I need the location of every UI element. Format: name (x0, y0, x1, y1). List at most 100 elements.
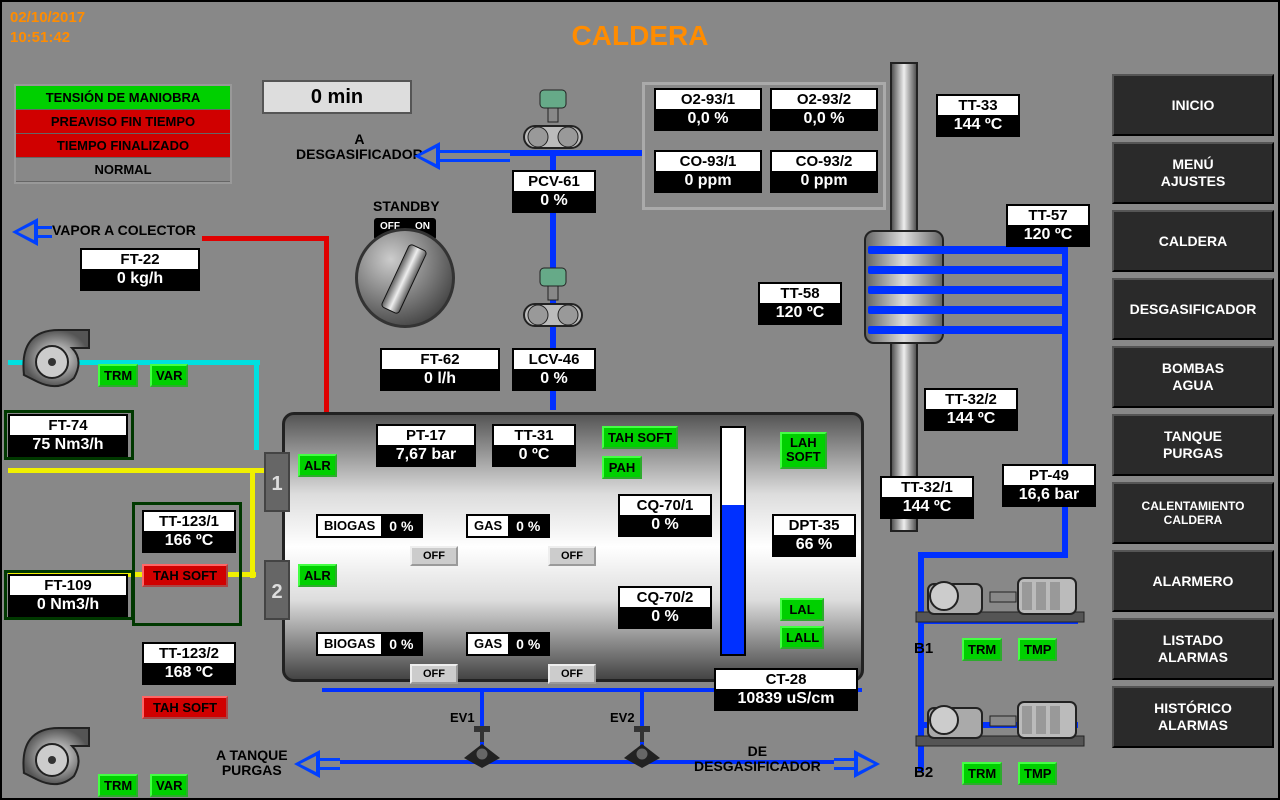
label-b1: B1 (914, 640, 933, 657)
tag-cq70-2-label: CQ-70/2 (620, 588, 710, 607)
tag-ft22-value: 0 kg/h (82, 269, 198, 289)
tag-cq70-1-value: 0 % (620, 515, 710, 535)
tag-lcv46: LCV-46 0 % (512, 348, 596, 391)
alm-lall[interactable]: LALL (780, 626, 824, 649)
tag-ft62-label: FT-62 (382, 350, 498, 369)
nav-listado-alarmas[interactable]: LISTADO ALARMAS (1112, 618, 1274, 680)
arrow-desgas-out-icon (414, 142, 440, 170)
nav-menu-ajustes[interactable]: MENÚ AJUSTES (1112, 142, 1274, 204)
alm-b1-trm[interactable]: TRM (962, 638, 1002, 661)
tag-cq70-2-value: 0 % (620, 607, 710, 627)
tag-co93-2: CO-93/2 0 ppm (770, 150, 878, 193)
tag-pcv61: PCV-61 0 % (512, 170, 596, 213)
alm-lal[interactable]: LAL (780, 598, 824, 621)
tag-o293-1-label: O2-93/1 (656, 90, 760, 109)
tag-co93-1-value: 0 ppm (656, 171, 760, 191)
off-btn-bio2[interactable]: OFF (410, 664, 458, 684)
off-btn-bio1[interactable]: OFF (410, 546, 458, 566)
label-vapor-colector: VAPOR A COLECTOR (52, 222, 196, 238)
tag-tt58-label: TT-58 (760, 284, 840, 303)
alm-var-1[interactable]: VAR (150, 364, 188, 387)
alm-b2-trm[interactable]: TRM (962, 762, 1002, 785)
tag-o293-1-value: 0,0 % (656, 109, 760, 129)
mini-gas-1-label: GAS (468, 516, 508, 536)
off-btn-gas1[interactable]: OFF (548, 546, 596, 566)
tag-tt31: TT-31 0 ºC (492, 424, 576, 467)
blower-2-icon (14, 718, 94, 788)
arrow-vapor-icon (12, 218, 38, 246)
nav-bombas-agua[interactable]: BOMBAS AGUA (1112, 346, 1274, 408)
burner-2-label: 2 (264, 560, 290, 620)
tag-tt123-1-value: 166 ºC (144, 531, 234, 551)
status-normal: NORMAL (16, 158, 230, 182)
pump-b1-icon (910, 568, 1090, 628)
blower-1-icon (14, 320, 94, 390)
off-btn-gas2[interactable]: OFF (548, 664, 596, 684)
alm-trm-1[interactable]: TRM (98, 364, 138, 387)
status-finalizado: TIEMPO FINALIZADO (16, 134, 230, 158)
tag-ft109: FT-109 0 Nm3/h (8, 574, 128, 617)
nav-alarmero[interactable]: ALARMERO (1112, 550, 1274, 612)
alm-trm-2[interactable]: TRM (98, 774, 138, 797)
alm-tah-soft-2-red[interactable]: TAH SOFT (142, 696, 228, 719)
tag-tt32-1-value: 144 ºC (882, 497, 972, 517)
valve-lcv46-icon (518, 264, 588, 344)
status-tension: TENSIÓN DE MANIOBRA (16, 86, 230, 110)
pump-b2-icon (910, 692, 1090, 752)
tag-tt123-1: TT-123/1 166 ºC (142, 510, 236, 553)
tag-tt32-1: TT-32/1 144 ºC (880, 476, 974, 519)
tag-pt49-value: 16,6 bar (1004, 485, 1094, 505)
coil-4 (868, 306, 1068, 314)
tag-cq70-1: CQ-70/1 0 % (618, 494, 712, 537)
coil-5 (868, 326, 1068, 334)
alm-tah-soft-1-red[interactable]: TAH SOFT (142, 564, 228, 587)
nav-historico-alarmas[interactable]: HISTÓRICO ALARMAS (1112, 686, 1274, 748)
alm-var-2[interactable]: VAR (150, 774, 188, 797)
tag-tt33-value: 144 ºC (938, 115, 1018, 135)
alm-b2-tmp[interactable]: TMP (1018, 762, 1057, 785)
tag-ft22: FT-22 0 kg/h (80, 248, 200, 291)
tag-o293-2-label: O2-93/2 (772, 90, 876, 109)
alm-pah[interactable]: PAH (602, 456, 642, 479)
tag-tt32-1-label: TT-32/1 (882, 478, 972, 497)
tag-pcv61-label: PCV-61 (514, 172, 594, 191)
coil-1 (868, 246, 1068, 254)
tag-dpt35: DPT-35 66 % (772, 514, 856, 557)
alm-alr-2[interactable]: ALR (298, 564, 337, 587)
tag-co93-1: CO-93/1 0 ppm (654, 150, 762, 193)
mini-biogas-2-value: 0 % (381, 634, 421, 654)
alm-b1-tmp[interactable]: TMP (1018, 638, 1057, 661)
tag-o293-2-value: 0,0 % (772, 109, 876, 129)
tag-ft74-label: FT-74 (10, 416, 126, 435)
tag-tt33: TT-33 144 ºC (936, 94, 1020, 137)
level-fill (722, 505, 744, 654)
tag-ct28-label: CT-28 (716, 670, 856, 689)
tag-pt17: PT-17 7,67 bar (376, 424, 476, 467)
alm-alr-1[interactable]: ALR (298, 454, 337, 477)
mini-biogas-1-label: BIOGAS (318, 516, 381, 536)
tag-cq70-2: CQ-70/2 0 % (618, 586, 712, 629)
alm-tah-soft[interactable]: TAH SOFT (602, 426, 678, 449)
nav-calentamiento[interactable]: CALENTAMIENTO CALDERA (1112, 482, 1274, 544)
nav-tanque-purgas[interactable]: TANQUE PURGAS (1112, 414, 1274, 476)
mini-gas-2: GAS 0 % (466, 632, 550, 656)
tag-dpt35-label: DPT-35 (774, 516, 854, 535)
tag-tt57: TT-57 120 ºC (1006, 204, 1090, 247)
tag-tt57-label: TT-57 (1008, 206, 1088, 225)
level-bar (720, 426, 746, 656)
datetime-block: 02/10/2017 10:51:42 (10, 8, 85, 47)
coil-3 (868, 286, 1068, 294)
nav-inicio[interactable]: INICIO (1112, 74, 1274, 136)
nav-desgasificador[interactable]: DESGASIFICADOR (1112, 278, 1274, 340)
tag-o293-2: O2-93/2 0,0 % (770, 88, 878, 131)
nav-caldera[interactable]: CALDERA (1112, 210, 1274, 272)
tag-pt49: PT-49 16,6 bar (1002, 464, 1096, 507)
mini-gas-1-value: 0 % (508, 516, 548, 536)
tag-co93-1-label: CO-93/1 (656, 152, 760, 171)
tag-ft62: FT-62 0 l/h (380, 348, 500, 391)
tag-ft74: FT-74 75 Nm3/h (8, 414, 128, 457)
tag-tt58-value: 120 ºC (760, 303, 840, 323)
alm-lah-soft[interactable]: LAH SOFT (780, 432, 827, 469)
standby-switch[interactable]: OFF ON (350, 218, 460, 328)
valve-ev2-icon (620, 724, 664, 768)
